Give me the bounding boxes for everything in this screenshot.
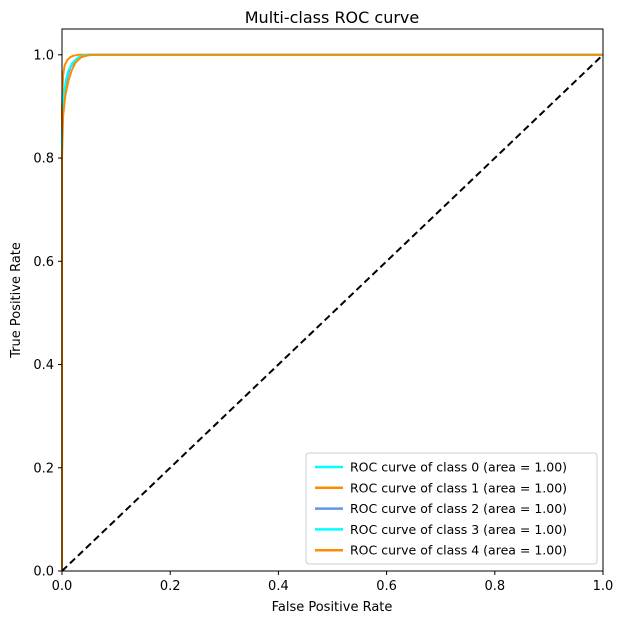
roc-line-class-4 (61, 53, 603, 571)
x-tick-label: 0.0 (52, 579, 73, 594)
x-axis-label: False Positive Rate (272, 600, 393, 615)
legend-entry-class-4: ROC curve of class 4 (area = 1.00) (350, 543, 567, 558)
legend-entry-class-3: ROC curve of class 3 (area = 1.00) (350, 522, 567, 537)
plot-frame (61, 28, 604, 572)
y-axis-label: True Positive Rate (9, 242, 24, 359)
x-tick-label: 0.8 (484, 579, 505, 594)
y-tick-label: 0.0 (33, 565, 54, 580)
ticks-layer: 0.0 0.2 0.4 0.6 0.8 1.0 0.0 0.2 0.4 0.6 0.8 1.0 (33, 48, 613, 594)
legend: ROC curve of class 0 (area = 1.00) ROC cu… (305, 452, 598, 565)
chart-title: Multi-class ROC curve (245, 8, 419, 27)
reference-diagonal-line (61, 54, 604, 572)
y-tick-label: 0.4 (33, 358, 54, 373)
x-tick-label: 0.4 (268, 579, 289, 594)
y-tick-label: 1.0 (33, 48, 54, 63)
x-tick-label: 0.2 (160, 579, 181, 594)
y-tick-label: 0.8 (33, 152, 54, 167)
x-tick-label: 0.6 (376, 579, 397, 594)
legend-entry-class-0: ROC curve of class 0 (area = 1.00) (350, 460, 567, 475)
y-tick-label: 0.6 (33, 255, 54, 270)
legend-entry-class-1: ROC curve of class 1 (area = 1.00) (350, 480, 567, 495)
legend-box (305, 452, 598, 565)
legend-entry-class-2: ROC curve of class 2 (area = 1.00) (350, 501, 567, 516)
x-tick-label: 1.0 (593, 579, 614, 594)
y-tick-label: 0.2 (33, 461, 54, 476)
